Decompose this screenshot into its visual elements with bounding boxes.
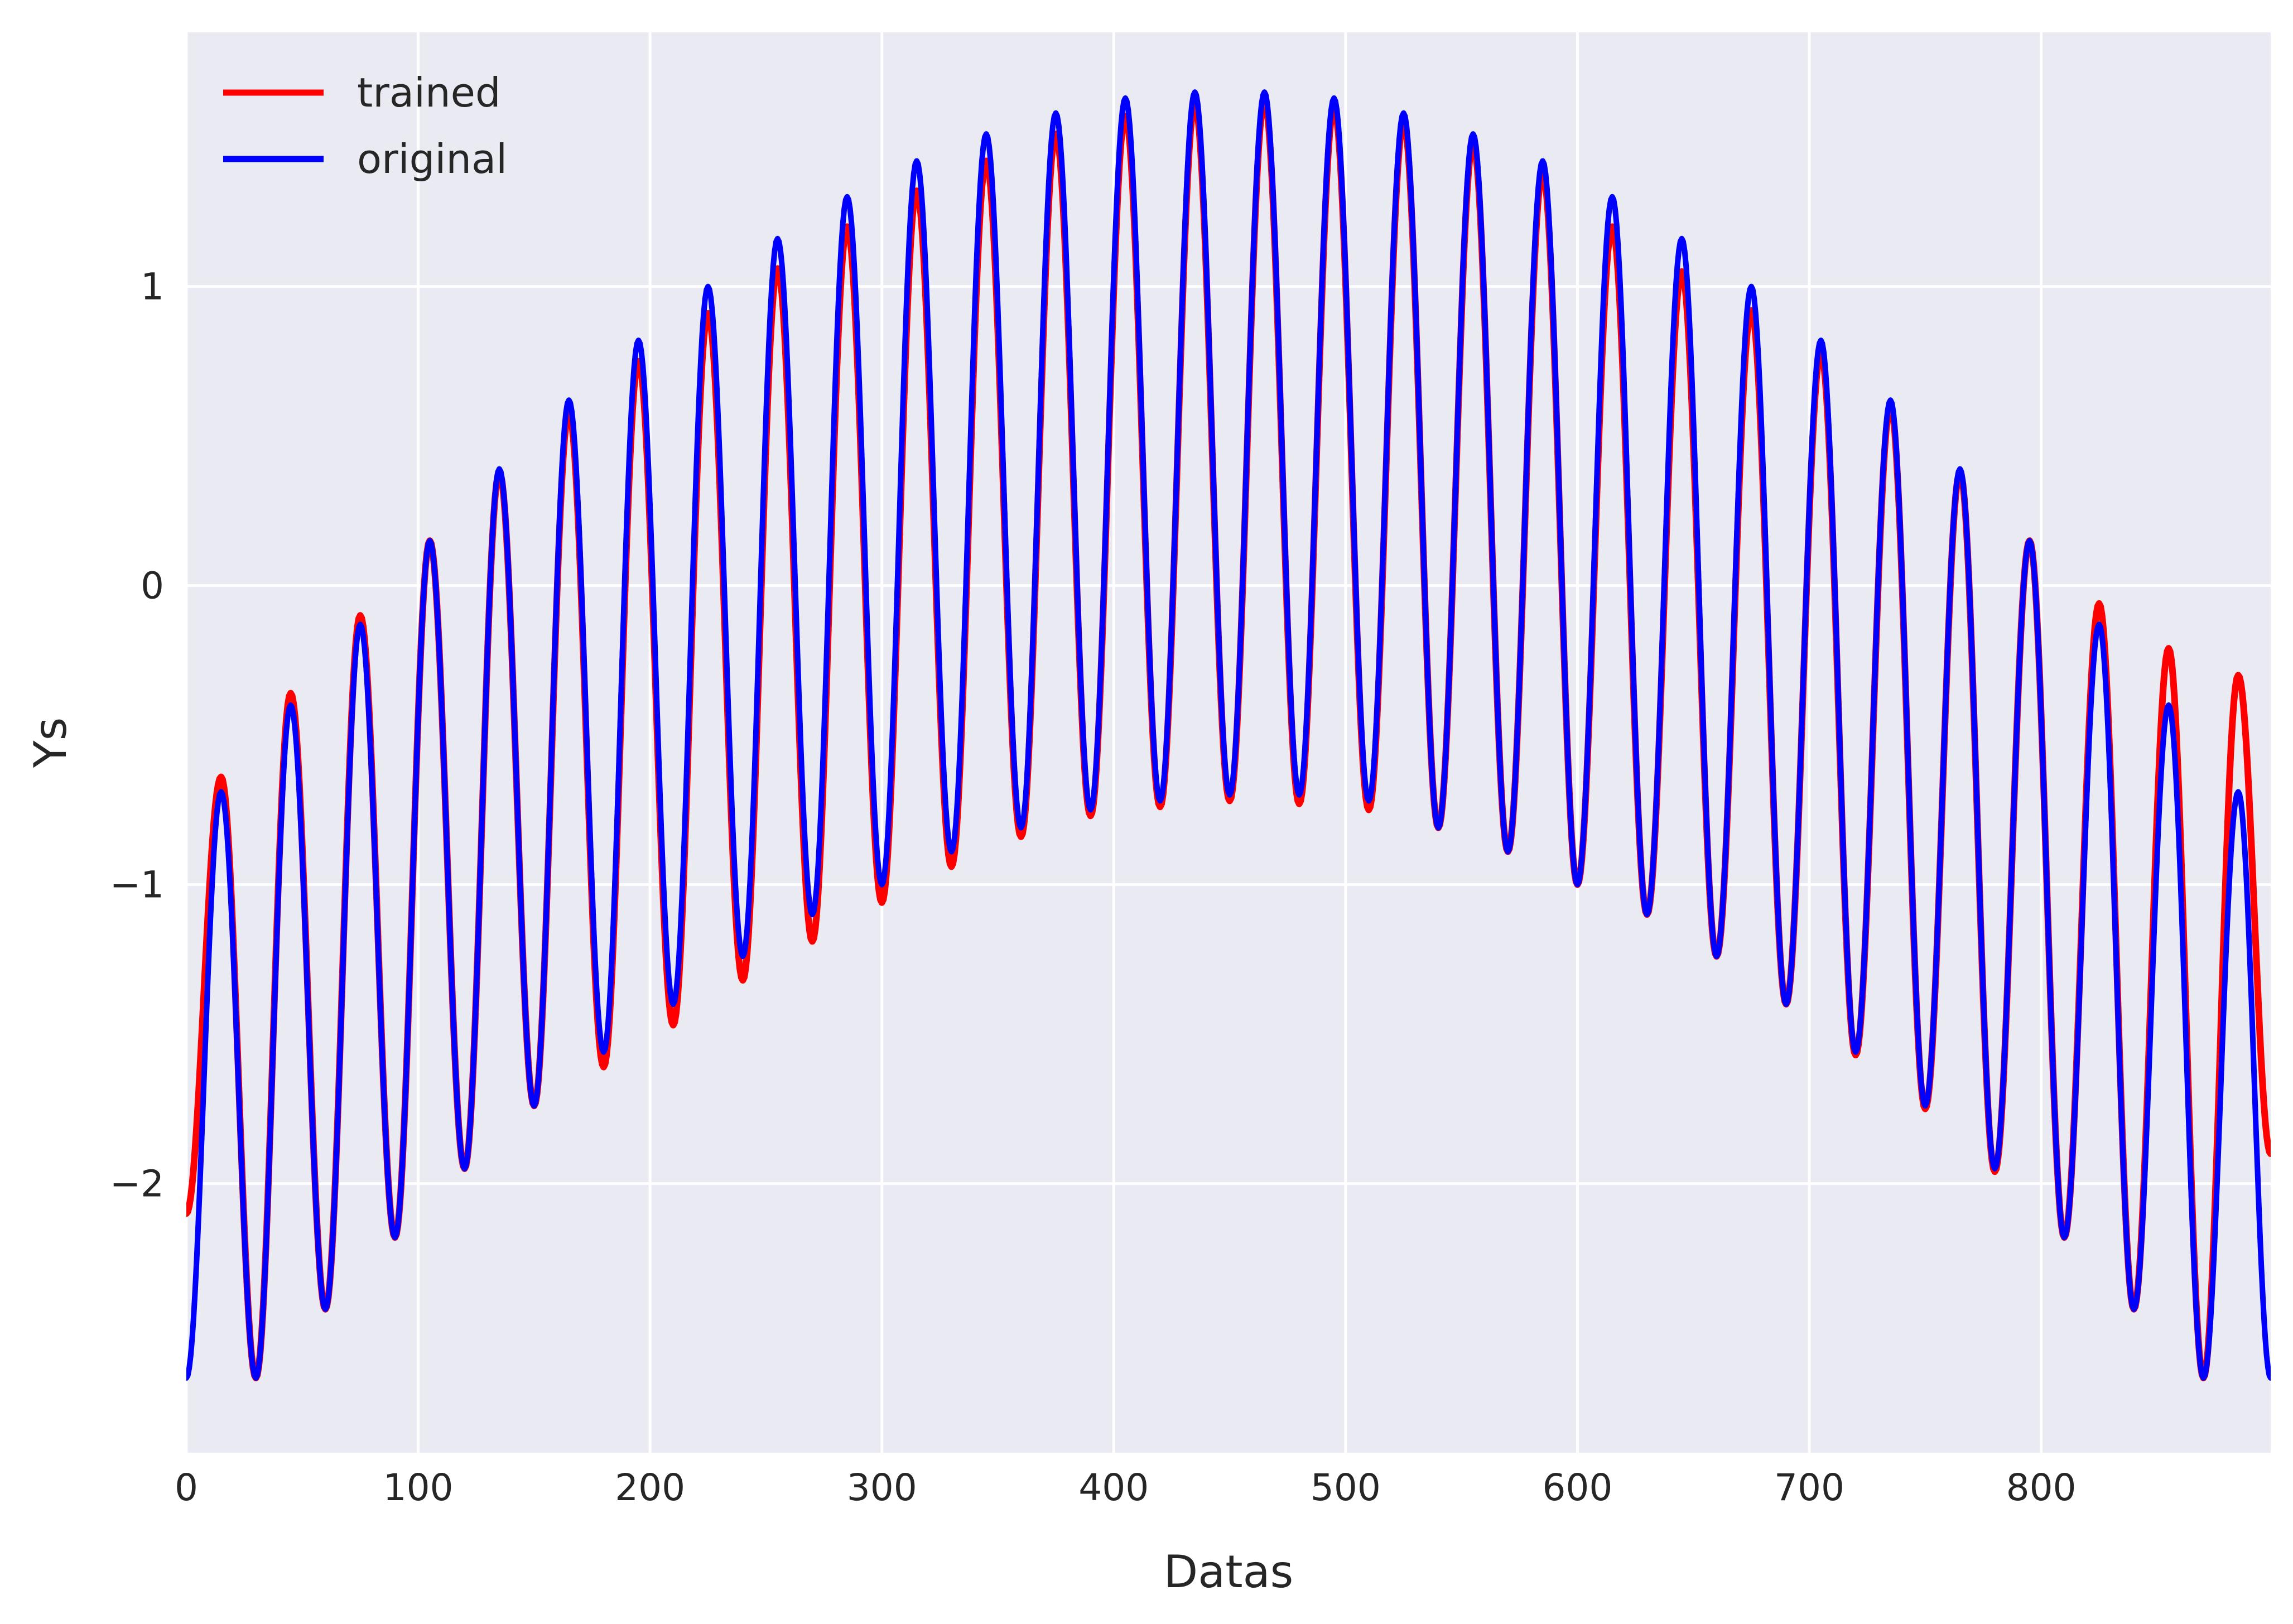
- y-tick-label: 0: [141, 565, 164, 608]
- series-line-original: [186, 89, 2271, 1381]
- legend: trained original: [223, 69, 507, 182]
- x-tick-label: 500: [1311, 1466, 1381, 1509]
- x-tick-label: 100: [383, 1466, 454, 1509]
- series-lines: [186, 89, 2271, 1381]
- x-tick-label: 0: [175, 1466, 198, 1509]
- y-tick-label: 1: [141, 266, 164, 309]
- x-tick-label: 400: [1078, 1466, 1149, 1509]
- y-axis-label: Ys: [25, 717, 76, 769]
- x-tick-label: 600: [1542, 1466, 1612, 1509]
- x-tick-labels: 0 100 200 300 400 500 600 700 800: [175, 1466, 2077, 1509]
- plot-area: [186, 32, 2271, 1453]
- legend-label-original: original: [357, 136, 507, 182]
- y-tick-label: −1: [110, 864, 164, 907]
- x-axis-label: Datas: [1164, 1546, 1294, 1598]
- x-tick-label: 700: [1774, 1466, 1844, 1509]
- legend-label-trained: trained: [357, 69, 501, 116]
- x-tick-label: 200: [615, 1466, 685, 1509]
- x-tick-label: 300: [847, 1466, 917, 1509]
- y-tick-labels: −2 −1 0 1: [110, 266, 164, 1206]
- y-tick-label: −2: [110, 1163, 164, 1206]
- x-tick-label: 800: [2006, 1466, 2077, 1509]
